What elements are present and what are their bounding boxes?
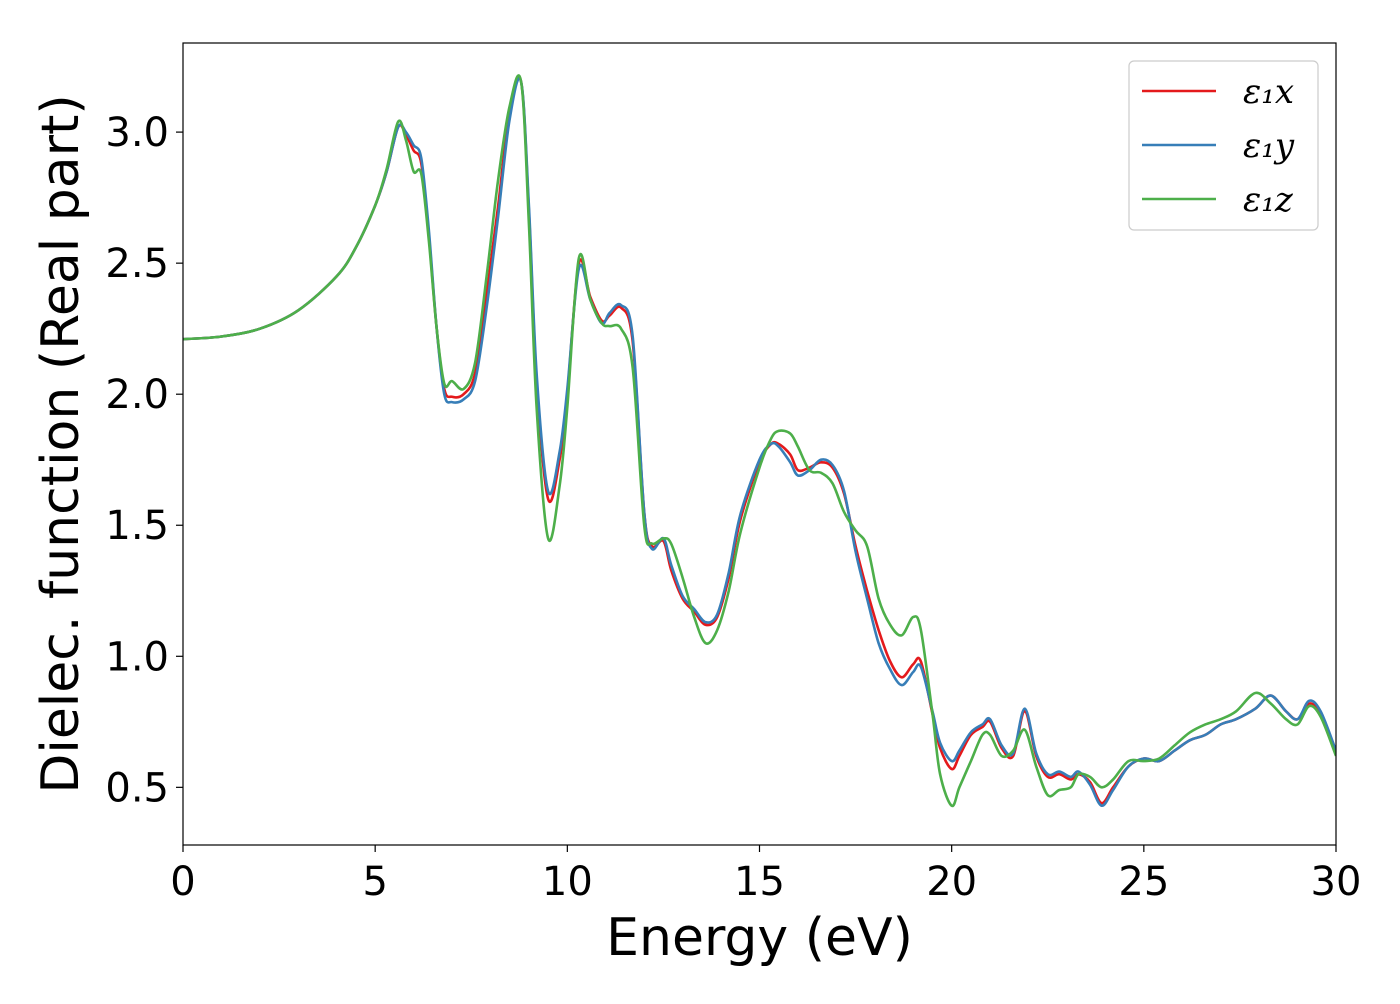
y-tick-label: 3.0 <box>105 110 169 156</box>
legend: ε₁x ε₁y ε₁z <box>1128 60 1319 231</box>
x-tick-label: 25 <box>1118 859 1169 905</box>
y-tick-label: 2.5 <box>105 241 169 287</box>
x-tick-label: 20 <box>926 859 977 905</box>
x-tick-label: 0 <box>170 859 195 905</box>
y-tick-label: 1.0 <box>105 634 169 680</box>
y-tick-label: 1.5 <box>105 503 169 549</box>
x-tick-label: 10 <box>542 859 593 905</box>
y-tick-label: 2.0 <box>105 372 169 418</box>
series-line-3 <box>183 74 1336 808</box>
x-tick-label: 15 <box>734 859 785 905</box>
x-axis: 0 5 10 15 20 25 30 <box>170 845 1361 905</box>
series-line-2 <box>183 77 1336 807</box>
x-tick-label: 30 <box>1311 859 1362 905</box>
x-tick-label: 5 <box>362 859 387 905</box>
y-axis: 0.5 1.0 1.5 2.0 2.5 3.0 <box>105 110 183 811</box>
legend-label: ε₁x <box>1243 72 1294 112</box>
y-axis-title: Dielec. function (Real part) <box>31 94 91 793</box>
x-axis-title: Energy (eV) <box>606 908 913 968</box>
legend-label: ε₁z <box>1243 180 1294 220</box>
series-layer <box>183 74 1336 808</box>
legend-label: ε₁y <box>1243 126 1295 166</box>
y-tick-label: 0.5 <box>105 765 169 811</box>
legend-box <box>1128 60 1319 231</box>
